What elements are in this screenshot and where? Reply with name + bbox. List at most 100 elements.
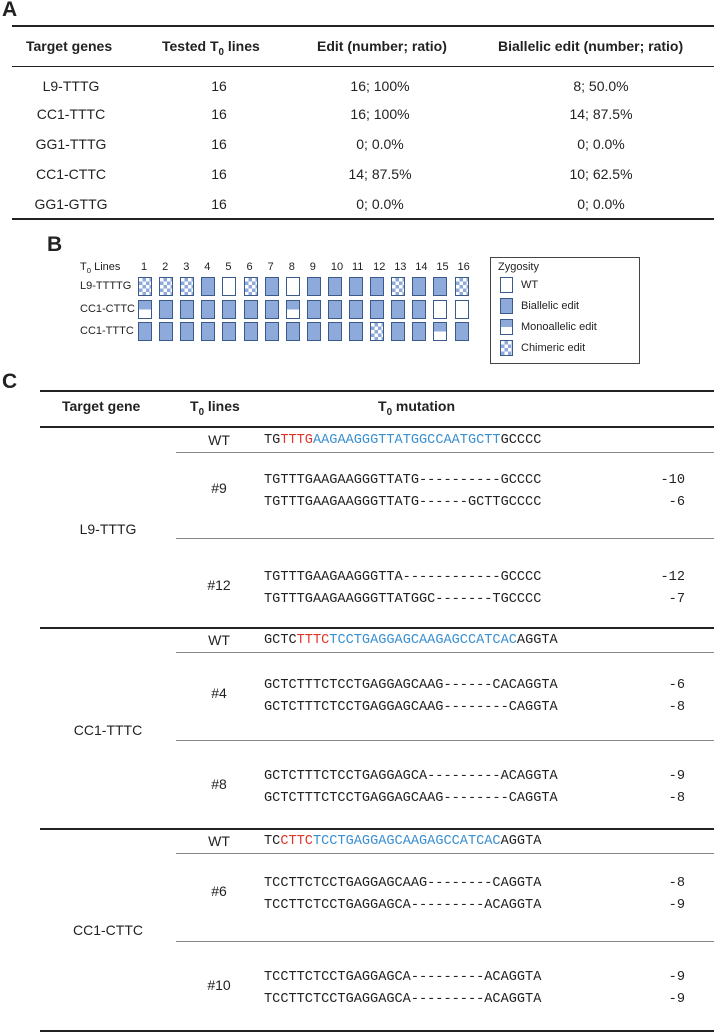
deletion-size: -12 <box>660 570 685 585</box>
mutant-sequence: TGTTTGAAGAAGGGTTA------------GCCCC <box>264 570 542 585</box>
line-number: 1 <box>141 261 148 273</box>
grid-row-label: CC1-TTTC <box>80 325 134 337</box>
wt-underline <box>176 452 714 453</box>
grid-row-label: CC1-CTTC <box>80 303 135 315</box>
zygosity-cell-bi <box>327 277 342 296</box>
row-gene: GG1-TTTG <box>35 136 107 152</box>
line-number: 14 <box>415 261 428 273</box>
zygosity-cell-bi <box>222 322 237 341</box>
line-number: 3 <box>183 261 190 273</box>
row-biallelic: 0; 0.0% <box>577 196 625 212</box>
panel-a-letter: A <box>2 0 18 21</box>
zygosity-cell-wt <box>222 277 237 296</box>
mutant-sequence: GCTCTTTCTCCTGAGGAGCA---------ACAGGTA <box>264 769 558 784</box>
row-tested: 16 <box>211 196 227 212</box>
mutant-sequence: GCTCTTTCTCCTGAGGAGCAAG--------CAGGTA <box>264 791 558 806</box>
table-c-header-rule <box>40 426 714 428</box>
wt-prefix: GCTC <box>264 633 297 648</box>
zygosity-cell-bi <box>391 322 406 341</box>
group-rule <box>40 627 714 629</box>
zygosity-cell-bi <box>285 322 300 341</box>
mutant-sequence: TGTTTGAAGAAGGGTTATGGC-------TGCCCC <box>264 592 542 607</box>
line-number: 10 <box>330 261 344 273</box>
deletion-size: -8 <box>668 876 685 891</box>
row-tested: 16 <box>211 136 227 152</box>
legend-swatch-bi <box>500 298 513 314</box>
target-gene-label: CC1-CTTC <box>73 922 143 938</box>
table-a-top-rule <box>12 25 714 27</box>
target-gene-label: CC1-TTTC <box>73 722 143 738</box>
zygosity-cell-mono <box>138 300 152 319</box>
wt-sequence: TCCTTCTCCTGAGGAGCAAGAGCCATCACAGGTA <box>264 834 541 849</box>
deletion-size: -6 <box>668 495 685 510</box>
zygosity-cell-wt <box>433 300 448 319</box>
zygosity-cell-bi <box>349 277 363 296</box>
panel-b-letter: B <box>47 233 63 256</box>
wt-sequence: TGTTTGAAGAAGGGTTATGGCCAATGCTTGCCCC <box>264 433 541 448</box>
mutant-sequence: GCTCTTTCTCCTGAGGAGCAAG--------CAGGTA <box>264 700 558 715</box>
zygosity-cell-chim <box>391 277 406 296</box>
zygosity-cell-chim <box>454 277 469 296</box>
deletion-size: -9 <box>668 992 685 1007</box>
t0-line-id: #4 <box>211 685 227 701</box>
mutant-sequence: TCCTTCTCCTGAGGAGCA---------ACAGGTA <box>264 992 542 1007</box>
zygosity-cell-bi <box>306 300 321 319</box>
zygosity-cell-bi <box>412 300 427 319</box>
zygosity-cell-bi <box>180 300 195 319</box>
zygosity-cell-bi <box>370 277 385 296</box>
line-number: 2 <box>162 261 169 273</box>
row-gene: GG1-GTTG <box>34 196 108 212</box>
zygosity-cell-bi <box>349 300 363 319</box>
line-number: 5 <box>225 261 232 273</box>
wt-prefix: TC <box>264 834 281 849</box>
mutant-sequence: GCTCTTTCTCCTGAGGAGCAAG------CACAGGTA <box>264 678 558 693</box>
zygosity-cell-mono <box>285 300 300 319</box>
panel-c-letter: C <box>2 370 18 393</box>
zygosity-cell-bi <box>264 322 279 341</box>
target-gene-label: L9-TTTG <box>79 521 137 537</box>
t0-line-id: #9 <box>211 480 227 496</box>
zygosity-cell-chim <box>180 277 195 296</box>
header-target-gene: Target gene <box>62 398 141 414</box>
row-edit: 14; 87.5% <box>348 166 412 182</box>
zygosity-cell-bi <box>264 300 279 319</box>
zygosity-cell-bi <box>201 322 216 341</box>
zygosity-cell-bi <box>370 300 385 319</box>
line-number: 16 <box>457 261 470 273</box>
deletion-size: -8 <box>668 791 685 806</box>
table-c-bottom-rule <box>40 1030 714 1032</box>
header-biallelic: Biallelic edit (number; ratio) <box>498 38 684 54</box>
mutant-sequence: TCCTTCTCCTGAGGAGCA---------ACAGGTA <box>264 970 542 985</box>
zygosity-cell-chim <box>370 322 385 341</box>
row-tested: 16 <box>211 106 227 122</box>
line-number: 7 <box>267 261 274 273</box>
deletion-size: -9 <box>668 769 685 784</box>
zygosity-cell-chim <box>243 277 258 296</box>
t0-line-id: #6 <box>211 883 227 899</box>
wt-label: WT <box>208 632 230 648</box>
row-biallelic: 0; 0.0% <box>577 136 625 152</box>
wt-prefix: TG <box>264 433 281 448</box>
legend-swatch-chim <box>500 340 513 356</box>
row-tested: 16 <box>211 78 227 94</box>
row-gene: CC1-CTTC <box>36 166 106 182</box>
zygosity-cell-bi <box>201 300 216 319</box>
line-number: 11 <box>352 261 364 273</box>
wt-suffix: AGGTA <box>516 633 558 648</box>
deletion-size: -6 <box>668 678 685 693</box>
row-edit: 16; 100% <box>350 106 410 122</box>
row-biallelic: 14; 87.5% <box>569 106 633 122</box>
zygosity-cell-bi <box>327 300 342 319</box>
pam-sequence: CTTC <box>280 834 313 849</box>
zygosity-cell-bi <box>412 277 427 296</box>
header-t0-lines: T0 lines <box>190 398 240 418</box>
row-biallelic: 8; 50.0% <box>573 78 629 94</box>
zygosity-cell-wt <box>454 300 469 319</box>
legend-label: WT <box>521 279 539 291</box>
legend-label: Chimeric edit <box>521 342 586 354</box>
line-number: 4 <box>204 261 211 273</box>
zygosity-cell-bi <box>391 300 406 319</box>
protospacer-sequence: TCCTGAGGAGCAAGAGCCATCAC <box>312 834 501 849</box>
line-number: 9 <box>309 261 316 273</box>
line-separator <box>176 941 714 942</box>
